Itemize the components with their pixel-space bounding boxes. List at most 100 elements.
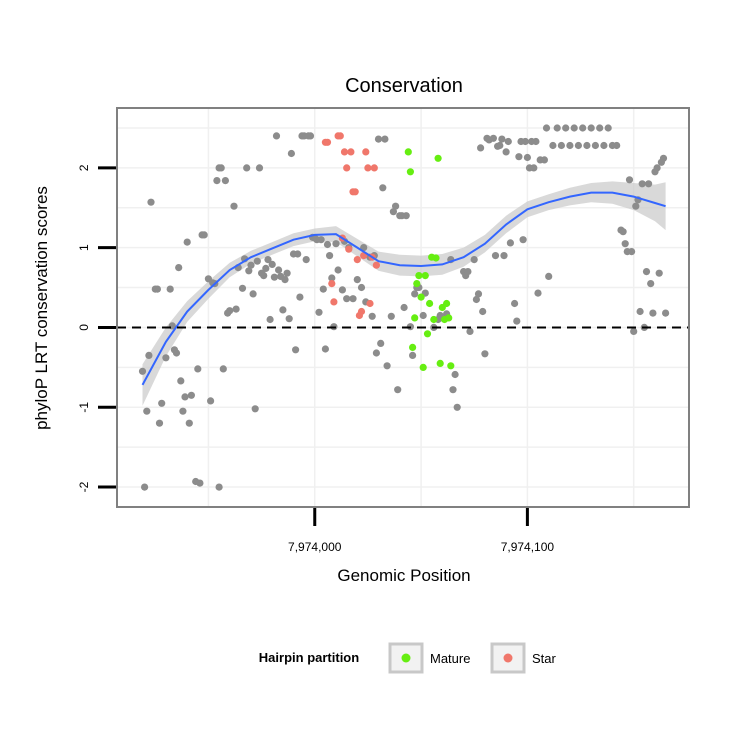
data-point-other xyxy=(306,132,315,140)
data-point-other xyxy=(349,295,357,303)
data-point-other xyxy=(302,256,310,264)
data-point-mature xyxy=(417,293,425,301)
data-point-other xyxy=(379,184,387,192)
data-point-other xyxy=(542,124,551,132)
data-point-other xyxy=(587,124,595,132)
data-point-other xyxy=(353,276,361,284)
data-point-other xyxy=(532,137,540,146)
data-point-star xyxy=(323,138,332,146)
data-point-other xyxy=(372,349,380,357)
data-point-other xyxy=(321,345,329,353)
data-point-other xyxy=(183,238,191,246)
data-point-other xyxy=(600,141,608,150)
data-point-other xyxy=(268,260,276,268)
data-point-other xyxy=(474,290,483,298)
data-point-other xyxy=(200,231,208,239)
x-tick-label: 7,974,100 xyxy=(501,540,555,554)
data-point-other xyxy=(513,317,521,325)
legend-dot-star xyxy=(503,653,513,663)
data-point-other xyxy=(266,315,274,324)
data-point-star xyxy=(347,148,355,156)
data-point-other xyxy=(400,303,408,312)
data-point-other xyxy=(383,362,391,370)
data-point-other xyxy=(194,365,202,373)
data-point-other xyxy=(502,148,510,156)
data-point-other xyxy=(574,141,583,150)
data-point-other xyxy=(255,164,264,172)
data-point-other xyxy=(172,349,181,357)
data-point-other xyxy=(141,483,149,491)
data-point-other xyxy=(177,377,185,385)
data-point-other xyxy=(196,479,204,487)
data-point-star xyxy=(357,307,366,316)
data-point-other xyxy=(153,285,161,293)
data-point-mature xyxy=(432,254,440,262)
x-tick-label: 7,974,000 xyxy=(288,540,342,554)
data-point-other xyxy=(481,350,489,358)
data-point-other xyxy=(449,386,457,394)
y-tick-label: 2 xyxy=(77,164,91,171)
y-axis: -2 -1 0 1 2 xyxy=(77,164,116,492)
data-point-mature xyxy=(430,315,438,324)
data-point-other xyxy=(387,312,395,320)
data-point-mature xyxy=(436,359,444,367)
data-point-other xyxy=(143,407,151,415)
data-point-other xyxy=(451,370,459,379)
data-point-other xyxy=(659,154,668,162)
data-point-other xyxy=(392,202,400,210)
data-point-other xyxy=(287,149,295,158)
data-point-mature xyxy=(443,299,451,308)
data-point-mature xyxy=(447,362,455,370)
data-point-other xyxy=(179,407,187,415)
data-point-other xyxy=(323,240,332,249)
data-point-other xyxy=(642,268,651,276)
y-tick-label: 0 xyxy=(77,324,91,331)
data-point-other xyxy=(272,132,281,140)
data-point-other xyxy=(496,141,504,150)
data-point-other xyxy=(647,280,655,288)
data-point-other xyxy=(504,137,512,146)
data-point-other xyxy=(562,124,570,132)
data-point-other xyxy=(145,351,153,359)
data-point-other xyxy=(409,351,417,359)
legend: Hairpin partition Mature Star xyxy=(259,642,557,674)
data-point-mature xyxy=(426,299,434,308)
data-point-star xyxy=(330,298,338,306)
x-axis-title: Genomic Position xyxy=(337,566,470,585)
data-point-mature xyxy=(445,314,453,322)
data-point-other xyxy=(613,141,621,150)
data-point-other xyxy=(296,293,304,301)
data-point-star xyxy=(366,299,374,308)
legend-title: Hairpin partition xyxy=(259,650,359,665)
data-point-other xyxy=(530,164,538,172)
data-point-other xyxy=(232,305,240,313)
data-point-other xyxy=(464,268,472,276)
data-point-other xyxy=(368,312,376,320)
data-point-other xyxy=(334,266,342,274)
data-point-other xyxy=(175,264,183,272)
data-point-other xyxy=(545,272,553,280)
data-point-other xyxy=(317,236,325,244)
data-point-other xyxy=(557,141,566,150)
data-point-mature xyxy=(434,154,442,162)
data-point-other xyxy=(279,306,287,314)
data-point-other xyxy=(619,228,627,236)
data-point-star xyxy=(364,164,372,172)
data-point-other xyxy=(285,315,293,323)
data-point-other xyxy=(394,386,402,394)
data-point-other xyxy=(510,299,519,308)
y-tick-label: -2 xyxy=(77,481,91,492)
data-point-other xyxy=(470,256,478,264)
data-point-other xyxy=(166,285,174,293)
data-point-other xyxy=(638,180,646,188)
data-point-other xyxy=(491,252,500,260)
data-point-other xyxy=(411,290,419,298)
y-tick-label: -1 xyxy=(77,402,91,413)
data-point-other xyxy=(155,419,164,427)
data-point-other xyxy=(466,327,474,335)
data-point-other xyxy=(479,307,487,316)
legend-label-mature: Mature xyxy=(430,651,470,666)
data-point-mature xyxy=(406,168,414,176)
data-point-other xyxy=(338,286,346,294)
